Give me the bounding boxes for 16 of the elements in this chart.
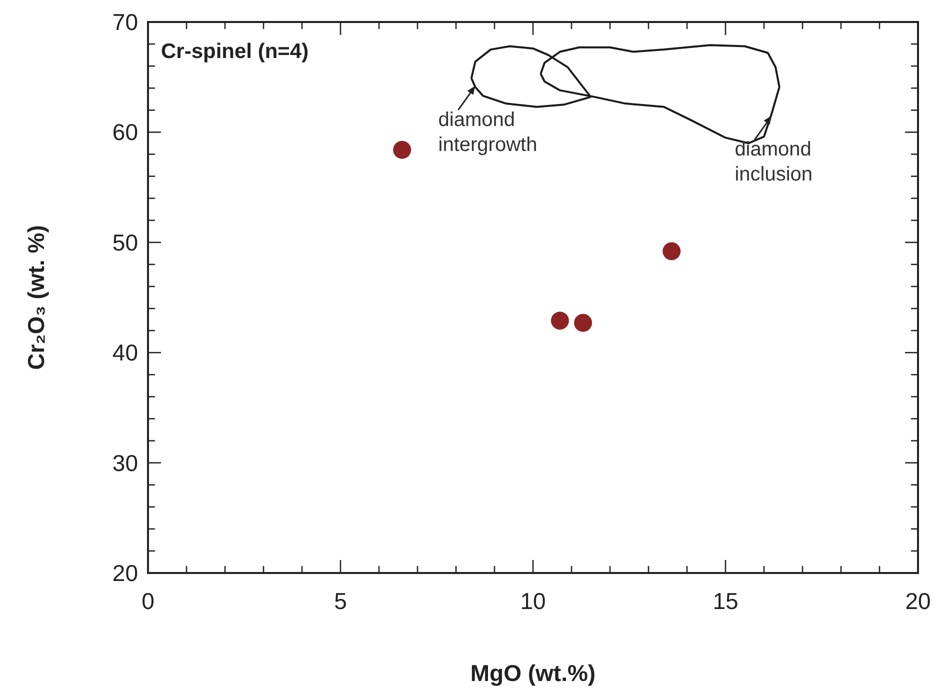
x-tick-label: 5	[334, 588, 347, 614]
x-tick-label: 0	[142, 588, 154, 614]
annotation: diamond intergrowth	[438, 108, 538, 156]
x-axis-title: MgO (wt.%)	[470, 660, 596, 686]
y-tick-label: 30	[112, 450, 138, 476]
y-axis-title: Cr₂O₃ (wt. %)	[23, 225, 49, 370]
x-tick-label: 15	[712, 588, 738, 614]
y-tick-label: 60	[112, 119, 138, 146]
text: Cr-spinel (n=4)	[161, 40, 309, 63]
y-tick-label: 70	[112, 9, 138, 35]
y-tick-label: 50	[112, 229, 138, 256]
x-tick-label: 10	[520, 588, 546, 614]
annotation: diamond inclusion	[734, 138, 813, 186]
x-tick-label: 20	[905, 588, 931, 614]
y-tick-label: 40	[112, 340, 138, 366]
y-tick-label: 20	[112, 560, 138, 586]
